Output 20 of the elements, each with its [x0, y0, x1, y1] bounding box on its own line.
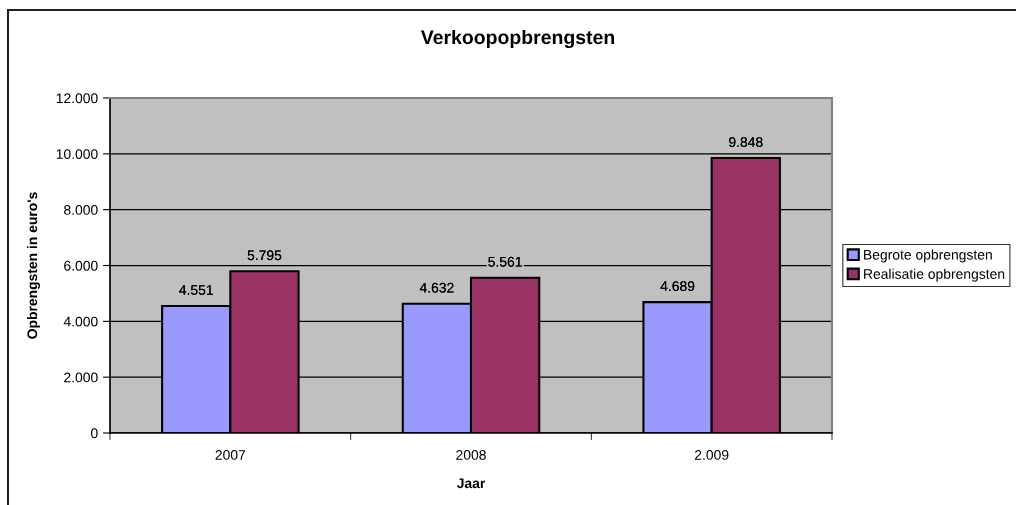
y-tick-label: 6.000: [64, 260, 98, 271]
chart-title: Verkoopopbrengsten: [420, 29, 615, 49]
data-label: 9.848: [729, 137, 763, 147]
y-axis-title: Opbrengsten in euro's: [26, 192, 40, 339]
y-tick-label: 8.000: [64, 205, 98, 215]
data-label: 4.551: [179, 285, 213, 295]
y-tick-label: 0: [91, 428, 98, 439]
x-tick-label: 2.009: [694, 450, 729, 460]
y-tick-label: 10.000: [56, 149, 98, 159]
legend-label: Realisatie opbrengsten: [864, 268, 1005, 282]
y-tick-label: 12.000: [56, 93, 98, 104]
y-tick-label: 4.000: [63, 316, 98, 327]
y-tick-label: 2.000: [64, 372, 98, 383]
legend-label: Begrote opbrengsten: [864, 249, 992, 263]
data-label: 4.632: [419, 282, 454, 293]
data-label: 4.689: [660, 281, 695, 292]
x-axis-title: Jaar: [456, 478, 486, 489]
x-tick-label: 2007: [215, 450, 246, 460]
x-tick-label: 2008: [456, 450, 486, 460]
data-label: 5.795: [247, 250, 282, 261]
